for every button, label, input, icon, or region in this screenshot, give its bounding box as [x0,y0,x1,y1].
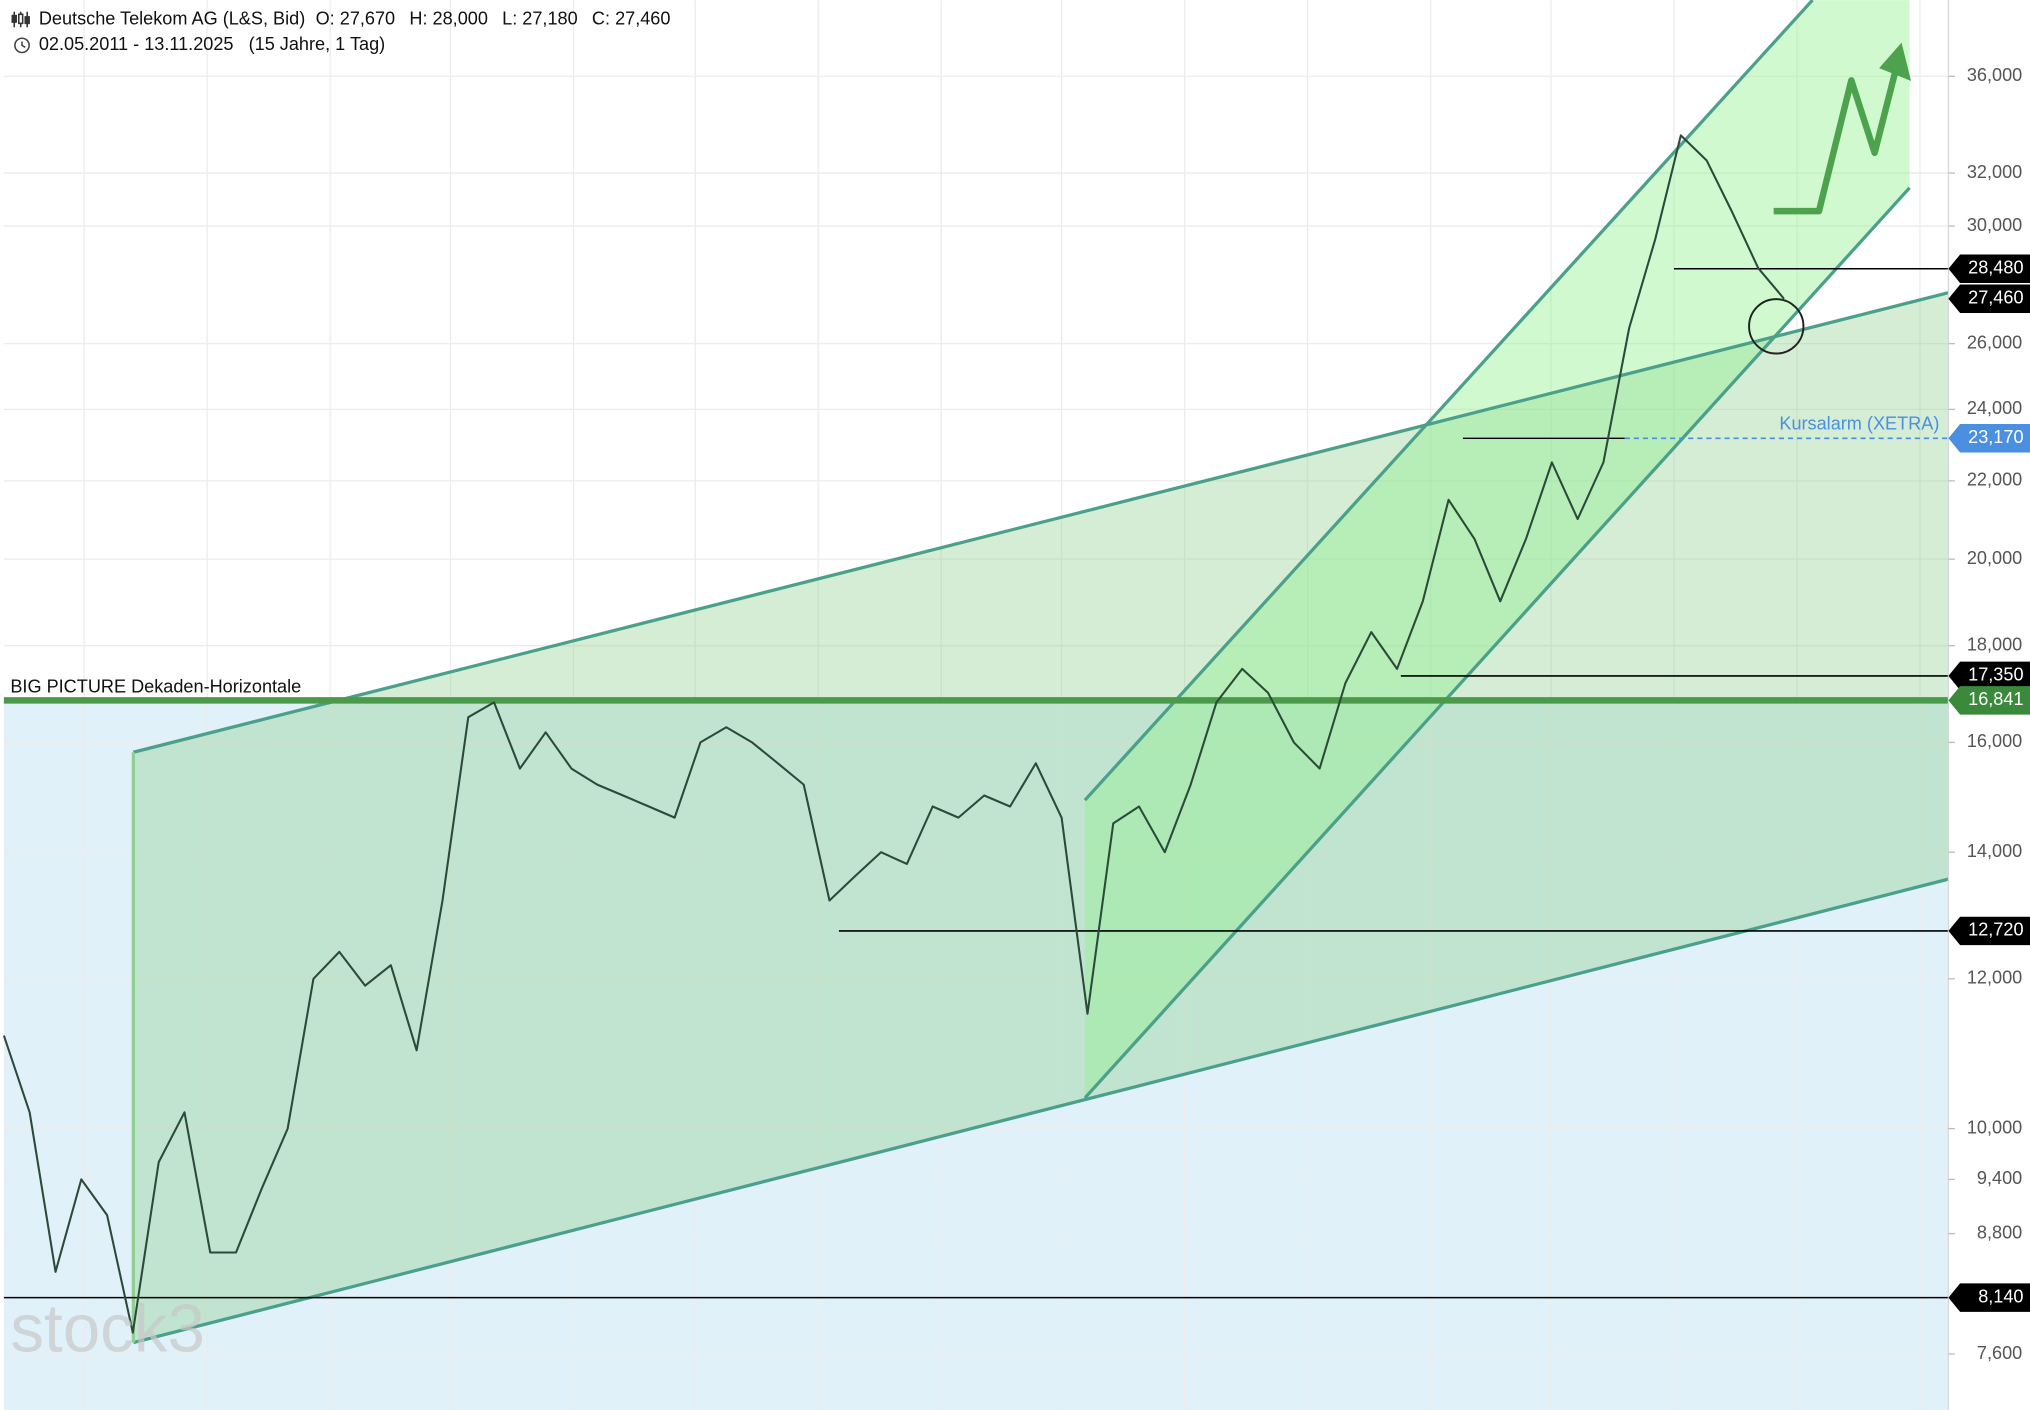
forecast-arrow [1773,70,1899,215]
vertical-grid [83,0,1921,1410]
steep-channel [1084,0,1910,1098]
steep-upper [1083,0,1814,802]
ohlc-value: C: 27,460 [592,8,671,28]
clock-icon [14,37,30,54]
y-tick-label: 32,000 [1967,162,2022,182]
y-tick-label: 12,000 [1967,968,2022,988]
ohlc-value: L: 27,180 [502,8,578,28]
ohlc-value: H: 28,000 [409,8,488,28]
level-tag [1948,254,2030,284]
y-tick-label: 16,000 [1967,731,2022,751]
price-line [2,134,1785,1334]
price-series [2,134,1785,1334]
y-tick-label: 22,000 [1967,470,2022,490]
level-label: 8,140 [1978,1286,2023,1306]
y-tick-label: 14,000 [1967,841,2022,861]
steep-lower [1083,186,1911,1100]
ohlc-value: O: 27,670 [316,8,396,28]
horizontal-grid [3,75,1949,1355]
channel-lower [132,877,1949,1345]
chart-title: Deutsche Telekom AG (L&S, Bid) [39,8,305,28]
y-tick-label: 30,000 [1967,215,2022,235]
level-label: 23,170 [1968,427,2023,447]
y-tick-label: 9,400 [1977,1168,2022,1188]
y-tick-label: 20,000 [1967,548,2022,568]
clock-hand [21,41,26,48]
level-tag [1948,661,2030,691]
forecast-arrowhead [1879,42,1912,81]
channel-upper [132,291,1949,754]
level-tag [1948,424,2030,453]
highlight-circle [1748,298,1805,355]
alarm-label: Kursalarm (XETRA) [1779,413,1939,433]
horizontal-label: BIG PICTURE Dekaden-Horizontale [10,676,301,696]
spacer [1910,0,1949,1410]
level-label: 12,720 [1968,920,2023,940]
levels [3,268,1949,1299]
chart-subtitle: 02.05.2011 - 13.11.2025 (15 Jahre, 1 Tag… [39,34,385,54]
y-tick-label: 10,000 [1967,1117,2022,1137]
level-tag [1948,916,2030,946]
long-channel [133,292,1949,1343]
watermark: stock3 [10,1291,205,1366]
y-tick-label: 24,000 [1967,398,2022,418]
y-tick-label: 26,000 [1967,332,2022,352]
y-axis: 7,600 8,800 9,400 10,000 12,000 14,000 16,000 1… [1948,65,2030,1363]
level-label: 28,480 [1968,258,2023,278]
ohlc: O: 27,670 H: 28,000 L: 27,180 C: 27,460 [316,8,671,28]
level-label: 17,350 [1968,665,2023,685]
level-label: 16,841 [1968,689,2023,709]
y-tick-label: 36,000 [1967,65,2022,85]
y-tick-label: 18,000 [1967,634,2022,654]
y-tick-label: 8,800 [1977,1222,2022,1242]
header: Deutsche Telekom AG (L&S, Bid) O: 27,670… [11,8,671,54]
candle-icon [11,11,30,28]
level-tag [1948,686,2030,715]
channel-lines [131,0,1949,1345]
y-tick-label: 7,600 [1977,1343,2022,1363]
level-label: 27,460 [1968,288,2023,308]
level-tag [1948,284,2030,313]
level-tag [1948,1283,2030,1312]
